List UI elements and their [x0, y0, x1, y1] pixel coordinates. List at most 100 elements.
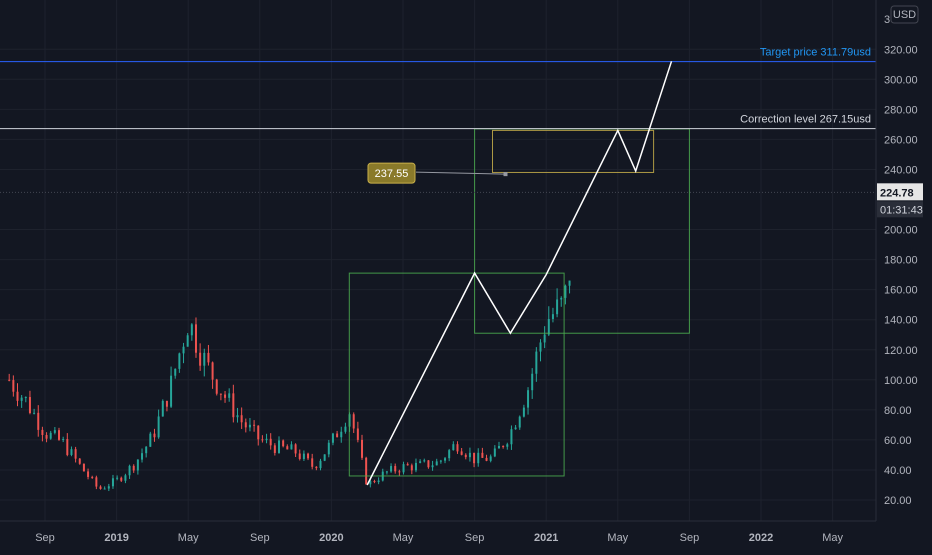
countdown-value: 01:31:43	[880, 204, 923, 216]
candle-body	[103, 488, 106, 490]
candle-body	[560, 297, 563, 300]
time-tick-label: 2022	[749, 532, 773, 544]
candle-body	[527, 390, 530, 408]
candle-body	[190, 324, 193, 336]
candle-body	[464, 454, 467, 458]
time-tick-label: May	[393, 532, 414, 544]
candle-body	[551, 314, 554, 320]
candle-body	[174, 368, 177, 376]
candle-body	[518, 416, 521, 428]
candle-body	[385, 471, 388, 473]
time-tick-label: Sep	[680, 532, 700, 544]
candle-body	[203, 352, 206, 366]
entry-price-label: 237.55	[375, 168, 409, 180]
candle-body	[502, 446, 505, 448]
candle-body	[373, 480, 376, 483]
candle-body	[543, 334, 546, 343]
candle-body	[178, 353, 181, 369]
price-tick-label: 200.00	[884, 225, 918, 237]
candle-body	[8, 379, 11, 381]
candle-body	[265, 438, 268, 441]
price-tick-label: 300.00	[884, 74, 918, 86]
time-tick-label: Sep	[35, 532, 55, 544]
candle-body	[219, 393, 222, 395]
candle-body	[136, 459, 139, 471]
candle-body	[365, 457, 368, 485]
candle-body	[564, 285, 567, 298]
candle-body	[485, 457, 488, 461]
annotations: Target price 311.79usd Correction level 2…	[367, 47, 871, 184]
horizontal-lines	[0, 61, 876, 193]
price-tick-label: 80.00	[884, 405, 912, 417]
candle-body	[394, 466, 397, 472]
projection-path	[366, 61, 673, 486]
projection	[366, 61, 673, 486]
candle-body	[352, 414, 355, 429]
price-tick-label: 280.00	[884, 104, 918, 116]
zones	[348, 128, 690, 477]
candle-body	[340, 431, 343, 438]
candle-body	[257, 425, 260, 440]
candle-body	[232, 393, 235, 418]
price-tick-label: 180.00	[884, 255, 918, 267]
candle-body	[452, 444, 455, 451]
candle-body	[473, 452, 476, 464]
candle-body	[261, 439, 264, 441]
last-price-badge	[877, 183, 923, 201]
candle-body	[37, 412, 40, 430]
candle-body	[456, 444, 459, 452]
time-tick-label: 2021	[534, 532, 558, 544]
candle-body	[41, 429, 44, 435]
target-zone-box	[348, 272, 565, 477]
time-axis[interactable]: Sep 2019 May Sep 2020 May Sep 2021 May Sep 2022 May	[0, 520, 876, 544]
price-tick-label: 160.00	[884, 285, 918, 297]
candle-body	[28, 397, 31, 413]
candle-body	[410, 465, 413, 471]
candle-body	[153, 433, 156, 438]
candle-body	[49, 432, 52, 439]
entry-connector	[415, 171, 506, 175]
candle-body	[82, 463, 85, 472]
time-tick-label: Sep	[465, 532, 485, 544]
candle-body	[24, 397, 27, 399]
candle-body	[514, 427, 517, 430]
candle-body	[45, 434, 48, 439]
price-tick-label: 260.00	[884, 134, 918, 146]
candle-body	[87, 471, 90, 477]
candle-body	[78, 458, 81, 464]
candle-body	[315, 466, 318, 469]
candle-body	[414, 462, 417, 471]
candle-body	[16, 391, 19, 401]
candle-body	[302, 453, 305, 459]
candle-body	[427, 460, 430, 468]
candle-body	[319, 460, 322, 469]
currency-button[interactable]: USD	[890, 5, 919, 24]
candle-body	[236, 415, 239, 418]
candle-body	[390, 466, 393, 472]
entry-zone-box	[492, 129, 655, 173]
price-tick-label: 20.00	[884, 495, 912, 507]
candle-body	[336, 433, 339, 438]
candle-body	[539, 342, 542, 352]
candle-body	[307, 453, 310, 459]
last-price-value: 224.78	[880, 187, 914, 199]
candle-body	[439, 460, 442, 462]
candle-body	[277, 440, 280, 453]
candle-body	[132, 465, 135, 471]
candle-body	[215, 379, 218, 394]
candle-body	[95, 477, 98, 487]
candle-body	[377, 480, 380, 483]
candle-body	[207, 352, 210, 363]
price-tick-label: 140.00	[884, 315, 918, 327]
candle-body	[298, 453, 301, 459]
candle-body	[165, 400, 168, 407]
price-axis[interactable]: 20.00 40.00 60.00 80.00 100.00 120.00 140.00 16…	[875, 0, 923, 521]
candle-body	[124, 475, 127, 481]
candle-body	[273, 445, 276, 453]
candle-body	[194, 324, 197, 353]
candle-body	[170, 375, 173, 407]
price-tick-label: 40.00	[884, 465, 912, 477]
candle-body	[107, 486, 110, 489]
